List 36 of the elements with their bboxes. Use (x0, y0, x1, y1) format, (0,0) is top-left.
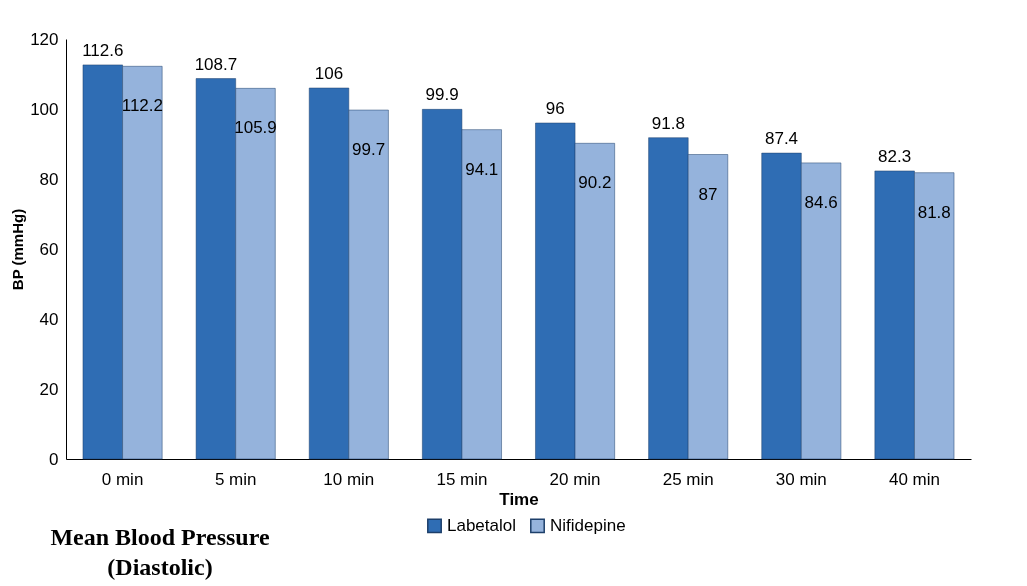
x-tick-label: 40 min (888, 469, 940, 489)
data-label: 82.3 (878, 146, 912, 166)
data-label: 94.1 (465, 159, 499, 179)
y-tick-label: 0 (49, 449, 59, 469)
data-label: 112.6 (82, 40, 124, 60)
text: Mean Blood Pressure (Diastolic) (49, 523, 271, 582)
data-label: 87 (698, 184, 718, 204)
y-tick-label: 80 (39, 169, 59, 189)
data-label: 112.2 (121, 96, 163, 116)
data-label: 90.2 (578, 173, 612, 193)
y-tick-label: 60 (39, 239, 59, 259)
y-tick-label: 100 (30, 99, 59, 119)
data-label: 105.9 (234, 118, 277, 138)
x-tick-label: 5 min (214, 469, 257, 489)
data-label: 96 (545, 99, 565, 118)
legend-label: Labetalol (447, 515, 517, 535)
y-tick-label: 120 (30, 29, 59, 49)
x-tick-label: 20 min (549, 469, 601, 489)
data-label: 99.9 (425, 85, 459, 105)
x-tick-label: 25 min (662, 469, 714, 489)
data-label: 87.4 (764, 129, 799, 149)
data-label: 108.7 (194, 54, 238, 74)
x-tick-label: 30 min (775, 469, 827, 489)
y-tick-label: 40 (39, 309, 59, 329)
data-label: 91.8 (651, 113, 685, 133)
x-tick-label: 15 min (436, 469, 488, 489)
legend-label: Nifidepine (550, 515, 626, 535)
y-tick-label: 20 (39, 379, 59, 399)
data-label: 106 (314, 64, 344, 83)
data-label: 99.7 (352, 140, 386, 160)
x-tick-label: 10 min (323, 469, 375, 489)
data-label: 81.8 (917, 202, 951, 222)
x-tick-label: 0 min (101, 469, 144, 489)
y-axis-title: BP (mmHg) (9, 208, 27, 291)
data-label: 84.6 (804, 192, 838, 212)
x-axis-title: Time (499, 489, 539, 509)
